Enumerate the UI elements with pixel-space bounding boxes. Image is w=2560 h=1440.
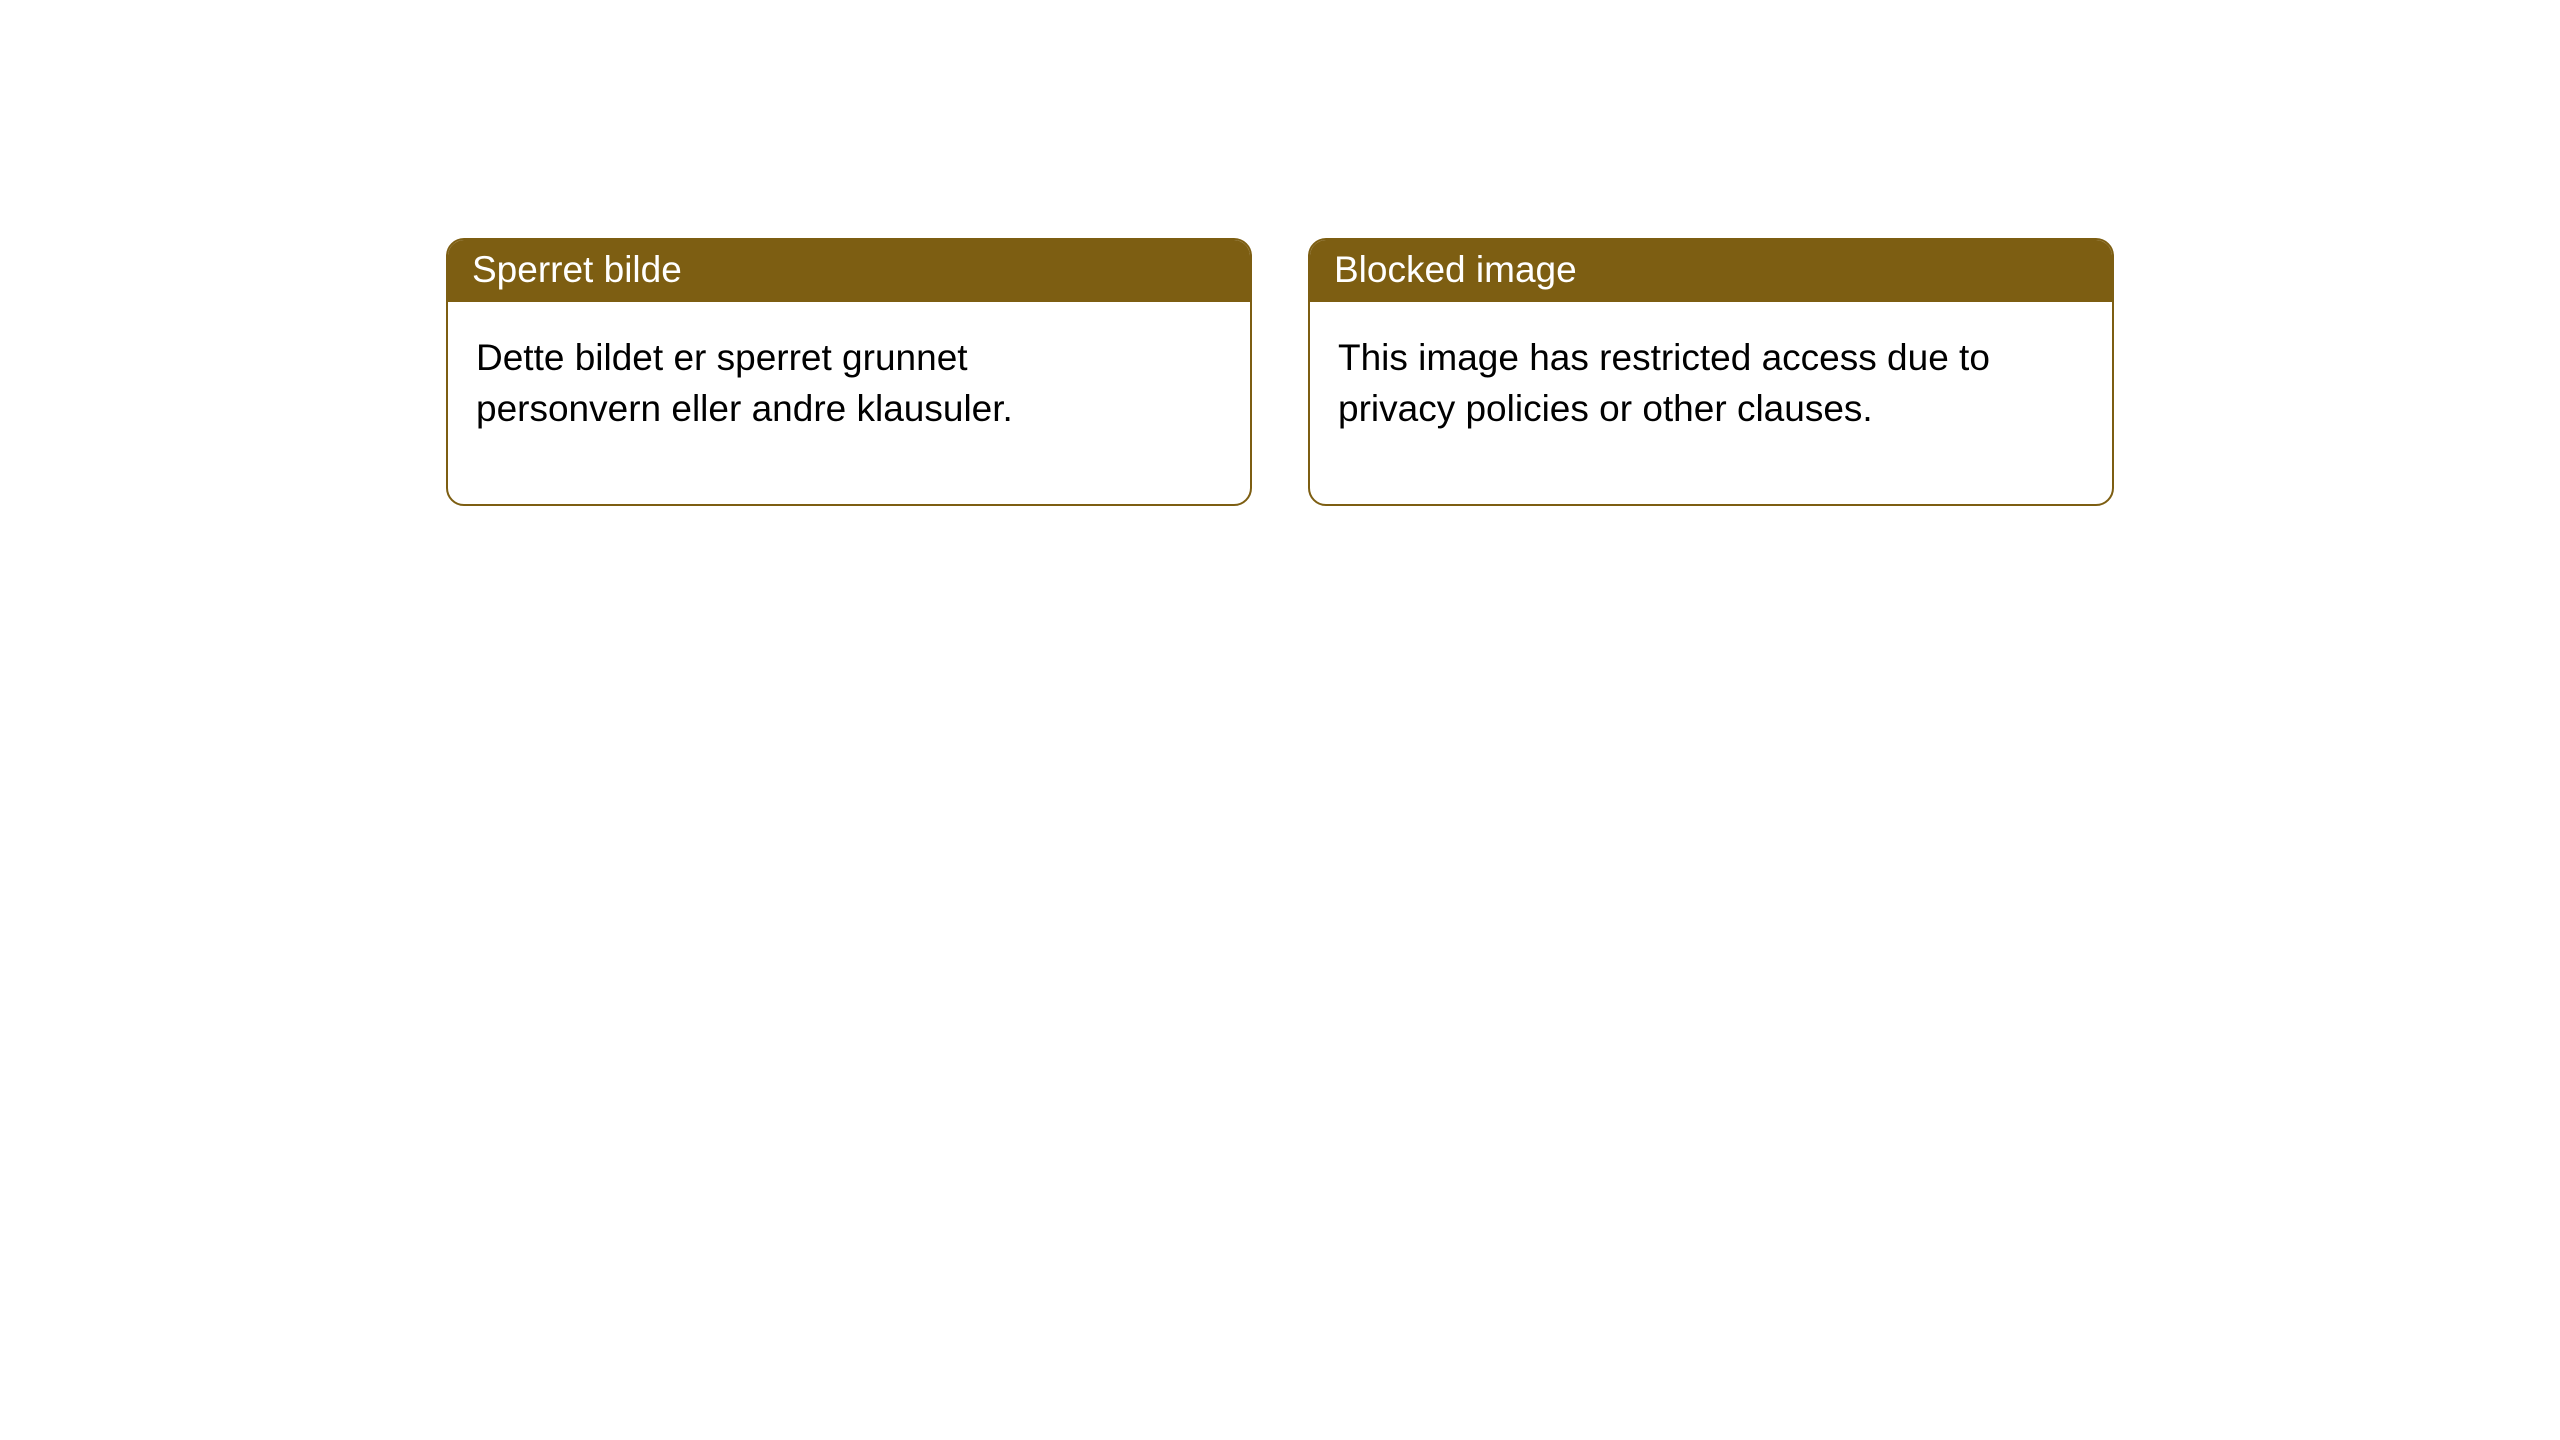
notice-body: Dette bildet er sperret grunnet personve…	[448, 302, 1168, 504]
notice-header: Blocked image	[1310, 240, 2112, 302]
notice-header: Sperret bilde	[448, 240, 1250, 302]
notice-card-english: Blocked image This image has restricted …	[1308, 238, 2114, 506]
notice-card-norwegian: Sperret bilde Dette bildet er sperret gr…	[446, 238, 1252, 506]
notice-body: This image has restricted access due to …	[1310, 302, 2030, 504]
notice-container: Sperret bilde Dette bildet er sperret gr…	[0, 0, 2560, 506]
